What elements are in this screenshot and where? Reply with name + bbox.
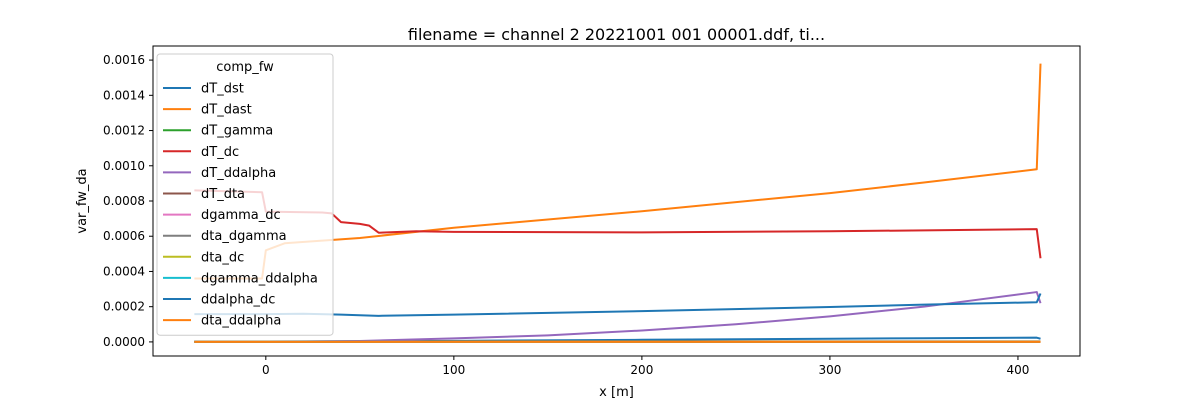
x-tick-label: 100 — [442, 363, 465, 377]
x-axis-label: x [m] — [599, 385, 634, 400]
legend-title: comp_fw — [216, 60, 274, 75]
chart-title: filename = channel 2 20221001 001 00001.… — [408, 25, 825, 44]
y-tick-label: 0.0006 — [103, 229, 145, 243]
x-tick-label: 0 — [262, 363, 270, 377]
x-tick-label: 200 — [630, 363, 653, 377]
legend-entry: dT_dast — [201, 103, 252, 118]
y-axis-label: var_fw_da — [75, 168, 90, 233]
legend-entry: dT_ddalpha — [201, 166, 276, 181]
y-tick-label: 0.0002 — [103, 300, 145, 314]
y-tick-label: 0.0004 — [103, 264, 145, 278]
y-tick-label: 0.0016 — [103, 53, 145, 67]
legend-entry: dT_dta — [201, 187, 245, 202]
legend-entry: dgamma_dc — [201, 208, 281, 223]
legend-entry: dT_dst — [201, 82, 244, 97]
y-tick-label: 0.0012 — [103, 124, 145, 138]
legend-entry: dT_gamma — [201, 124, 273, 139]
legend-entry: ddalpha_dc — [201, 293, 275, 308]
y-tick-label: 0.0010 — [103, 159, 145, 173]
y-tick-label: 0.0014 — [103, 88, 145, 102]
legend-entry: dta_ddalpha — [201, 314, 281, 329]
x-tick-label: 300 — [818, 363, 841, 377]
y-tick-label: 0.0000 — [103, 335, 145, 349]
legend-entry: dT_dc — [201, 145, 239, 160]
legend-entry: dgamma_ddalpha — [201, 271, 318, 286]
legend-entry: dta_dc — [201, 250, 244, 265]
y-tick-label: 0.0008 — [103, 194, 145, 208]
legend-entry: dta_dgamma — [201, 229, 287, 244]
x-tick-label: 400 — [1006, 363, 1029, 377]
legend: comp_fw dT_dst dT_dast dT_gamma dT_dc dT_ddal… — [157, 54, 333, 335]
